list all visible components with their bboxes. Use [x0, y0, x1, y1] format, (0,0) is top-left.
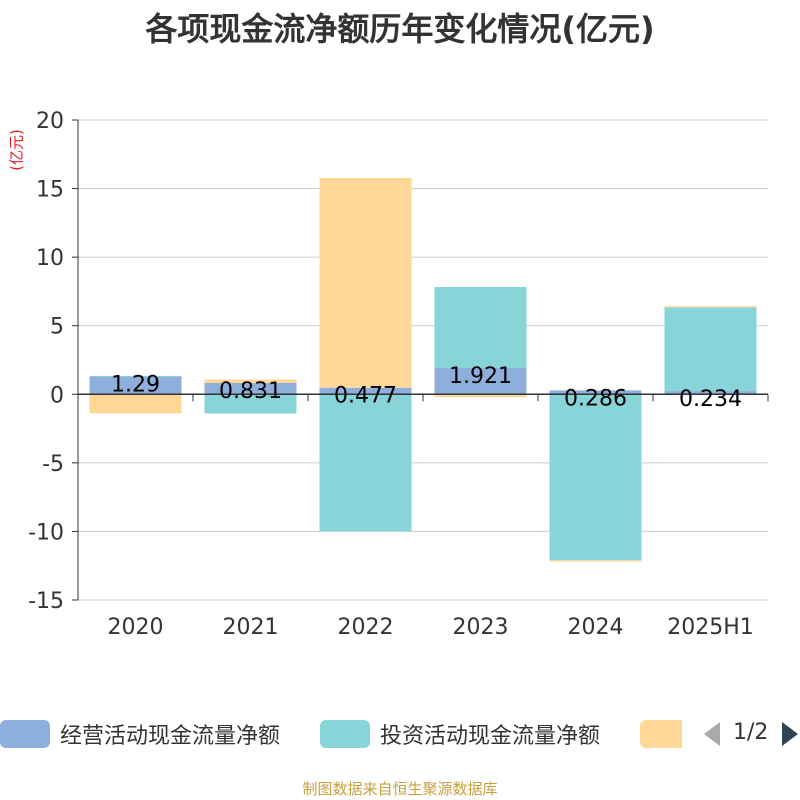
y-tick-label: -15	[28, 589, 64, 614]
y-tick-label: 15	[36, 178, 64, 203]
bar-segment-series-0	[434, 367, 527, 395]
bar-segment-series-0	[204, 382, 297, 395]
y-tick-label: 5	[50, 315, 64, 340]
bar-segment-series-1	[89, 375, 182, 377]
data-label: 0.286	[564, 386, 627, 411]
data-label: 0.477	[334, 384, 397, 409]
bar-segment-series-0	[549, 390, 642, 395]
legend-swatch-operating	[0, 720, 50, 748]
x-tick-label: 2021	[223, 615, 279, 640]
y-tick-label: 0	[50, 383, 64, 408]
axes: 20 15 10 5 0 -5 -10 -15 2020 2021 2022 2023 2024 2025…	[28, 109, 769, 640]
bar-segment-series-1	[319, 394, 412, 532]
bar-segment-series-2	[319, 177, 412, 388]
data-labels: 1.29 0.831 0.477 1.921 0.286 0.234	[111, 364, 742, 412]
legend-prev-page-icon[interactable]	[704, 722, 720, 746]
x-tick-label: 2022	[338, 615, 394, 640]
legend-swatch-investing	[320, 720, 370, 748]
legend-item-financing[interactable]	[640, 716, 682, 752]
bar-segment-series-0	[664, 391, 757, 395]
grid-lines	[78, 119, 768, 601]
legend: 经营活动现金流量净额 投资活动现金流量净额	[0, 716, 800, 752]
bar-segment-series-2	[664, 306, 757, 308]
bar-segment-series-2	[89, 394, 182, 414]
legend-label-investing: 投资活动现金流量净额	[380, 724, 601, 749]
y-tick-label: -10	[28, 520, 64, 545]
bar-segment-series-1	[549, 394, 642, 561]
x-tick-label: 2023	[453, 615, 509, 640]
legend-item-operating[interactable]: 经营活动现金流量净额	[0, 716, 280, 752]
legend-page-indicator: 1/2	[733, 720, 769, 745]
bar-segment-series-1	[434, 287, 527, 368]
y-tick-label: 10	[36, 246, 64, 271]
legend-next-page-icon[interactable]	[782, 722, 798, 746]
data-source-note: 制图数据来自恒生聚源数据库	[302, 780, 498, 798]
y-tick-label: 20	[36, 109, 64, 134]
legend-pager: 1/2	[700, 716, 800, 752]
x-tick-label: 2020	[108, 615, 164, 640]
bar-segment-series-0	[319, 387, 412, 395]
legend-item-investing[interactable]: 投资活动现金流量净额	[320, 716, 600, 752]
y-tick-label: -5	[42, 452, 64, 477]
legend-swatch-financing	[640, 720, 682, 748]
chart-title: 各项现金流净额历年变化情况(亿元)	[145, 10, 655, 48]
bar-segment-series-1	[664, 307, 757, 392]
bar-segment-series-2	[434, 394, 527, 398]
bar-segment-series-0	[89, 376, 182, 395]
legend-label-operating: 经营活动现金流量净额	[60, 724, 281, 749]
bar-segment-series-1	[204, 394, 297, 414]
data-label: 1.921	[449, 364, 512, 389]
data-label: 0.234	[679, 387, 742, 412]
bar-segment-series-2	[204, 379, 297, 383]
bar-segment-series-2	[549, 560, 642, 562]
x-tick-label: 2025H1	[667, 615, 754, 640]
bars	[89, 177, 757, 562]
data-label: 1.29	[111, 373, 160, 398]
x-tick-label: 2024	[568, 615, 624, 640]
data-label: 0.831	[219, 379, 282, 404]
